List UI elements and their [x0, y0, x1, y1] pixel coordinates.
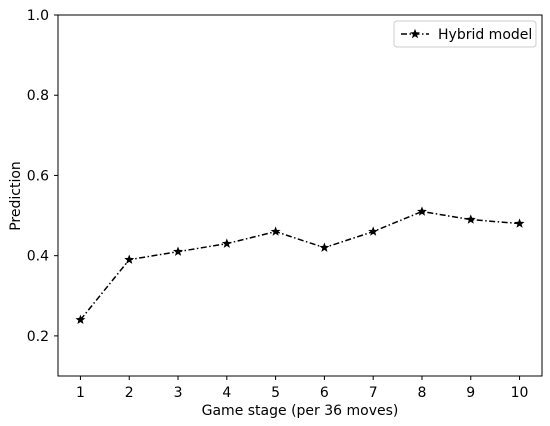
legend-box — [393, 20, 537, 48]
data-point-star — [270, 226, 281, 236]
series-line-hybrid-model — [79, 210, 520, 321]
x-tick-label: 10 — [511, 385, 529, 401]
data-point-star — [319, 242, 330, 252]
y-axis-ticks: 0.2 0.4 0.6 0.8 1.0 — [27, 8, 58, 345]
x-tick-label: 7 — [369, 385, 378, 401]
data-point-star — [514, 218, 525, 228]
data-point-star — [221, 238, 232, 248]
x-tick-label: 9 — [466, 385, 475, 401]
data-point-star — [465, 214, 476, 224]
y-tick-label: 1.0 — [27, 8, 49, 24]
data-point-star — [124, 254, 135, 264]
legend: Hybrid model — [393, 20, 537, 48]
y-tick-label: 0.6 — [27, 168, 49, 184]
x-tick-label: 5 — [271, 385, 280, 401]
y-tick-label: 0.8 — [27, 88, 49, 104]
data-point-star — [417, 206, 427, 216]
data-point-star — [75, 314, 86, 325]
x-axis-ticks: 1 2 3 4 5 6 7 8 9 10 — [76, 376, 528, 401]
y-axis-label: Prediction — [8, 161, 24, 231]
x-tick-label: 6 — [320, 385, 329, 401]
series-layer — [75, 206, 525, 325]
legend-star-marker — [410, 28, 420, 39]
data-point-star — [368, 226, 379, 236]
y-tick-label: 0.4 — [27, 249, 49, 265]
plot-frame — [57, 14, 543, 377]
y-tick-label: 0.2 — [27, 329, 49, 345]
x-tick-label: 1 — [76, 385, 85, 401]
data-point-star — [173, 246, 183, 256]
x-tick-label: 2 — [125, 385, 134, 401]
x-tick-label: 3 — [174, 385, 183, 401]
x-tick-label: 4 — [222, 385, 231, 401]
legend-label-hybrid-model: Hybrid model — [438, 27, 532, 43]
x-tick-label: 8 — [418, 385, 427, 401]
x-axis-label: Game stage (per 36 moves) — [202, 403, 399, 419]
